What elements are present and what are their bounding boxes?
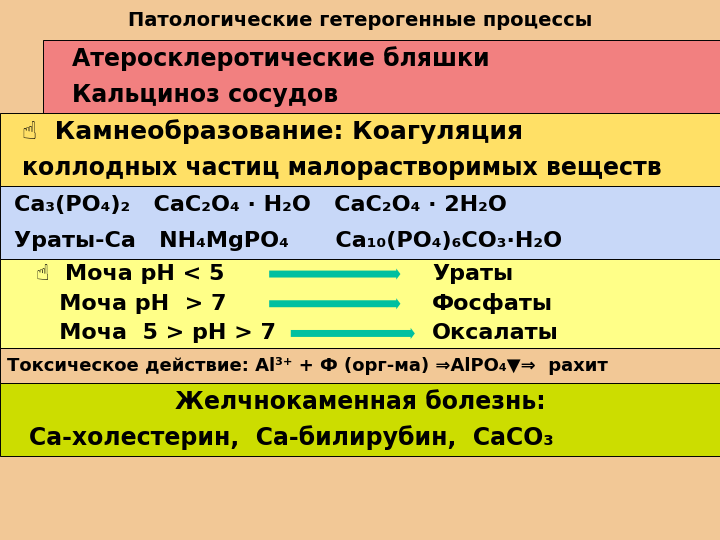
Bar <box>0 0 720 40</box>
Text: Кальциноз сосудов: Кальциноз сосудов <box>72 83 338 107</box>
Bar <box>0 113 720 186</box>
Text: Ураты-Ca   NH₄MgPO₄      Ca₁₀(PO₄)₆CO₃·H₂O: Ураты-Ca NH₄MgPO₄ Ca₁₀(PO₄)₆CO₃·H₂O <box>14 231 562 251</box>
Text: ☝  Моча pH < 5: ☝ Моча pH < 5 <box>36 264 225 284</box>
Text: Моча  5 > pH > 7: Моча 5 > pH > 7 <box>36 323 276 343</box>
Text: Ураты: Ураты <box>432 264 513 284</box>
Bar <box>43 40 720 113</box>
Text: Патологические гетерогенные процессы: Патологические гетерогенные процессы <box>128 11 592 30</box>
Text: Ca₃(PO₄)₂   CaC₂O₄ · H₂O   CaC₂O₄ · 2H₂O: Ca₃(PO₄)₂ CaC₂O₄ · H₂O CaC₂O₄ · 2H₂O <box>14 194 508 214</box>
Bar <box>0 348 720 383</box>
Text: коллодных частиц малорастворимых веществ: коллодных частиц малорастворимых веществ <box>22 156 661 180</box>
Text: Токсическое действие: Al³⁺ + Ф (орг-ма) ⇒AlPO₄▼⇒  рахит: Токсическое действие: Al³⁺ + Ф (орг-ма) … <box>7 357 608 375</box>
Bar <box>0 186 720 259</box>
Text: Оксалаты: Оксалаты <box>432 323 559 343</box>
Text: Ca-холестерин,  Ca-билирубин,  CaCO₃: Ca-холестерин, Ca-билирубин, CaCO₃ <box>29 426 554 450</box>
Text: ☝  Камнеобразование: Коагуляция: ☝ Камнеобразование: Коагуляция <box>22 119 523 144</box>
Text: Моча pH  > 7: Моча pH > 7 <box>36 294 227 314</box>
Bar <box>0 383 720 456</box>
Text: Фосфаты: Фосфаты <box>432 293 553 314</box>
Text: Желчнокаменная болезнь:: Желчнокаменная болезнь: <box>175 390 545 414</box>
Text: Атеросклеротические бляшки: Атеросклеротические бляшки <box>72 46 490 71</box>
Bar <box>0 259 720 348</box>
